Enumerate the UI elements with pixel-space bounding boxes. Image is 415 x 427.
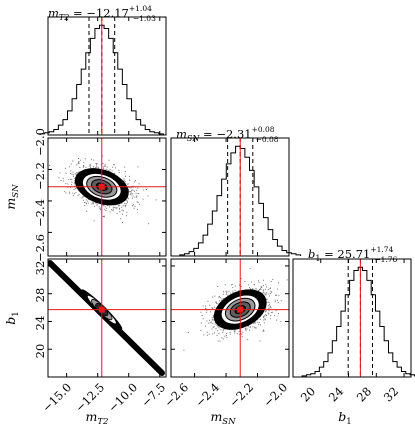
xtick-b1-0: 20 bbox=[298, 384, 318, 404]
xtick-mSN-2: −2.2 bbox=[226, 380, 256, 410]
ytick-b1-3: 32 bbox=[33, 261, 47, 276]
ylabel-b1: b1 bbox=[3, 311, 21, 324]
ytick-b1-2: 28 bbox=[33, 288, 47, 303]
xtick-b1-1: 24 bbox=[326, 384, 346, 404]
panel-2d-mT2-b1 bbox=[47, 258, 167, 378]
panel-hist-b1 bbox=[292, 258, 415, 378]
frame-g21 bbox=[170, 258, 290, 378]
histogram-b1 bbox=[301, 266, 415, 377]
truth-marker-g20 bbox=[98, 306, 105, 313]
frame-hist-b1 bbox=[292, 258, 412, 378]
density-g20 bbox=[48, 260, 165, 376]
ylabel-mSN: mSN bbox=[3, 184, 21, 210]
panel-2d-mT2-mSN bbox=[47, 137, 167, 257]
density-g10 bbox=[49, 155, 157, 225]
ytick-mSN-1: −2.4 bbox=[33, 199, 47, 227]
xtick-b1-2: 28 bbox=[354, 384, 374, 404]
truth-marker-g10 bbox=[98, 183, 105, 190]
ytick-mSN-3: −2.0 bbox=[33, 128, 47, 156]
frame-g20 bbox=[47, 258, 167, 378]
xtick-b1-3: 32 bbox=[381, 384, 401, 404]
panel-hist-mT2 bbox=[39, 16, 167, 136]
xlabel-mSN: mSN bbox=[210, 409, 236, 427]
xtick-mT2-3: −7.5 bbox=[138, 380, 168, 410]
truth-marker-g21 bbox=[237, 306, 244, 313]
frame-hist-mSN bbox=[170, 137, 290, 257]
panel-hist-mSN bbox=[170, 137, 302, 257]
xlabel-mT2: mT2 bbox=[86, 409, 109, 427]
panel-2d-mSN-b1 bbox=[170, 258, 290, 378]
xtick-mT2-2: −10.0 bbox=[105, 380, 140, 415]
xtick-mSN-1: −2.4 bbox=[192, 380, 222, 410]
title-b1: b1 = 25.71+1.74 −1.76 bbox=[308, 245, 398, 264]
ytick-b1-1: 24 bbox=[33, 316, 47, 331]
ytick-b1-0: 20 bbox=[33, 344, 47, 359]
xtick-mSN-0: −2.6 bbox=[161, 380, 191, 410]
ytick-mSN-2: −2.2 bbox=[33, 162, 47, 190]
frame-g10 bbox=[47, 137, 167, 257]
frame-hist-mT2 bbox=[47, 16, 167, 136]
xlabel-b1: b1 bbox=[338, 409, 351, 427]
ytick-mSN-0: −2.6 bbox=[33, 234, 47, 262]
xtick-mT2-0: −15.0 bbox=[39, 380, 74, 415]
xtick-mSN-3: −2.0 bbox=[260, 380, 290, 410]
